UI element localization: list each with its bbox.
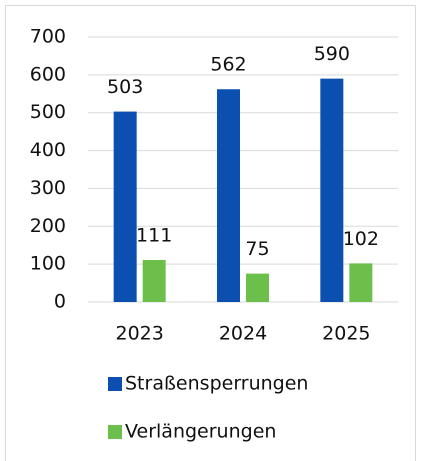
bar (349, 263, 373, 302)
data-label: 562 (210, 54, 246, 76)
y-tick-label: 100 (30, 253, 66, 275)
x-tick-label: 2024 (219, 323, 267, 345)
bar (113, 111, 137, 302)
legend-swatch (108, 425, 122, 439)
bar (217, 89, 240, 302)
data-label: 503 (107, 76, 143, 98)
data-label: 111 (136, 224, 172, 246)
x-tick-label: 2023 (115, 323, 163, 345)
y-tick-label: 500 (30, 101, 66, 123)
bar (246, 273, 269, 302)
bar (320, 78, 344, 303)
chart-border (5, 5, 416, 461)
y-tick-label: 600 (30, 63, 66, 85)
legend-label: Verlängerungen (125, 421, 276, 443)
y-tick-label: 200 (30, 215, 66, 237)
data-label: 590 (314, 43, 350, 65)
y-tick-label: 300 (30, 177, 66, 199)
y-tick-label: 0 (54, 291, 66, 313)
data-label: 102 (343, 228, 379, 250)
legend-swatch (108, 377, 122, 391)
legend-label: Straßensperrungen (125, 373, 308, 395)
y-tick-label: 400 (30, 139, 66, 161)
y-tick-label: 700 (30, 26, 66, 48)
data-label: 75 (245, 238, 269, 260)
x-tick-label: 2025 (322, 323, 370, 345)
bar (142, 259, 166, 302)
